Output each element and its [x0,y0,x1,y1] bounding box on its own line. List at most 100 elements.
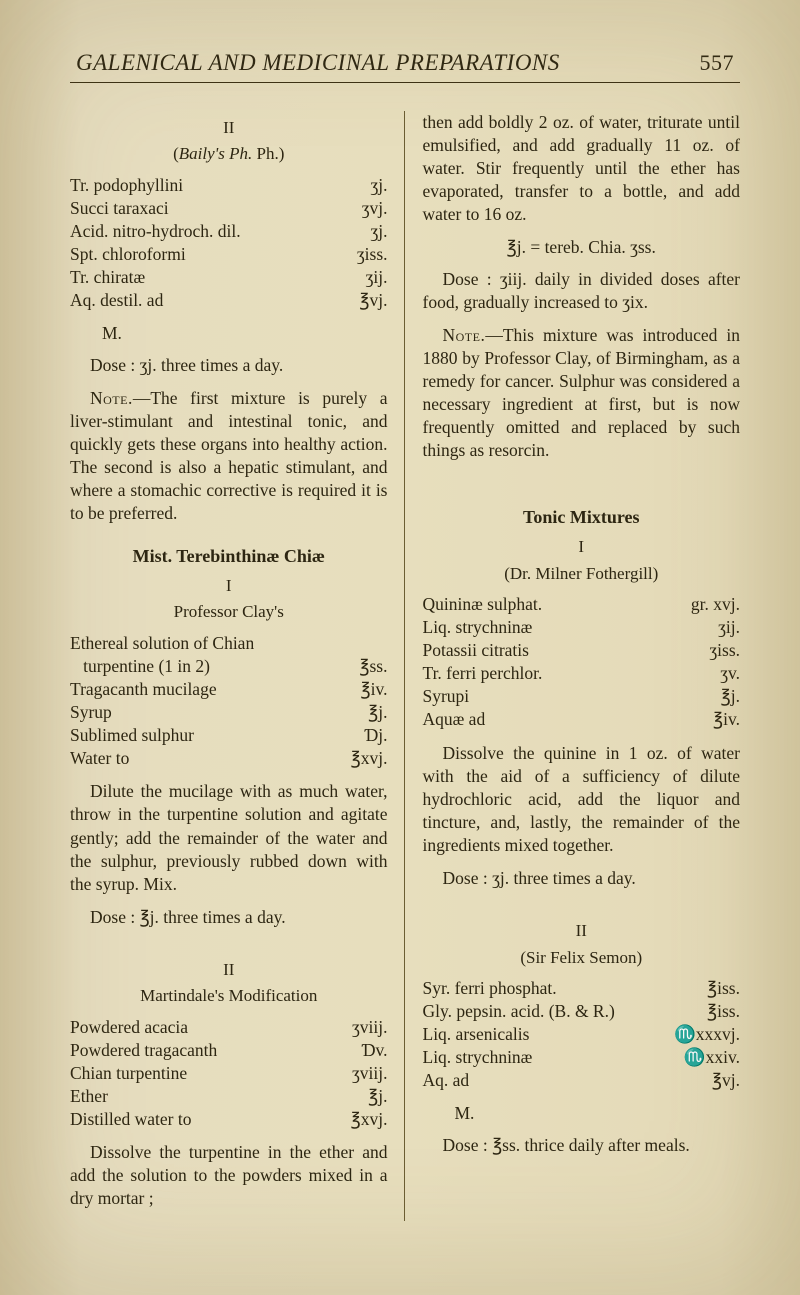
ingredient: Syr. ferri phosphat. [423,977,698,1000]
ingredient: Quininæ sulphat. [423,593,681,616]
note-label: Note. [443,325,486,345]
ingredient: Succi taraxaci [70,197,352,220]
amount: ʒviij. [342,1062,387,1085]
left-sub-paren: (Baily's Ph. Ph.) [70,143,388,165]
dose-text: Dose : ℥j. three times a day. [90,907,286,927]
page: GALENICAL AND MEDICINAL PREPARATIONS 557… [0,0,800,1295]
paren-ital: Baily's Ph. [179,144,253,163]
amount: ℥ss. [349,655,387,678]
amount: ʒiss. [347,243,388,266]
ingredient: Aq. ad [423,1069,702,1092]
right-para-1: then add boldly 2 oz. of water, triturat… [423,111,741,226]
amount: ℥j. [358,1085,387,1108]
recipe-row: Liq. arsenicalis♏xxxvj. [423,1023,741,1046]
recipe-row: Liq. strychninæʒij. [423,616,741,639]
amount: ʒvj. [352,197,388,220]
amount: ♏xxxvj. [664,1023,740,1046]
right-section-title: Tonic Mixtures [423,506,741,530]
left-sec1-sub: Professor Clay's [70,601,388,623]
right-sec-roman: I [423,536,741,558]
amount: ʒiss. [699,639,740,662]
recipe-row: Aq. destil. ad℥vj. [70,289,388,312]
ingredient: Aq. destil. ad [70,289,349,312]
left-recipe-1: Tr. podophylliniʒj. Succi taraxaciʒvj. A… [70,174,388,313]
recipe-row: Tr. podophylliniʒj. [70,174,388,197]
page-number: 557 [700,50,735,76]
amount: ℥iss. [697,977,740,1000]
amount: ℥j. [711,685,740,708]
recipe-row: Powdered acaciaʒviij. [70,1016,388,1039]
right-sec-sub: (Dr. Milner Fothergill) [423,563,741,585]
dose-text: Dose : ʒj. three times a day. [443,868,636,888]
column-right: then add boldly 2 oz. of water, triturat… [405,111,741,1221]
recipe-row: Chian turpentineʒviij. [70,1062,388,1085]
ingredient: Liq. strychninæ [423,1046,674,1069]
recipe-row: Tragacanth mucilage℥iv. [70,678,388,701]
amount: ℥j. [358,701,387,724]
ingredient: turpentine (1 in 2) [70,655,349,678]
amount: ℥xvj. [341,1108,388,1131]
amount: ℥iv. [351,678,388,701]
ingredient: Ether [70,1085,358,1108]
amount: ʒv. [710,662,740,685]
ingredient: Syrupi [423,685,711,708]
recipe-row: Quininæ sulphat.gr. xvj. [423,593,741,616]
right-para-2: Dissolve the quinine in 1 oz. of water w… [423,742,741,857]
note-body: —This mixture was introduced in 1880 by … [423,325,741,460]
dose-text: Dose : ʒiij. daily in divided doses afte… [423,269,741,312]
m-line: M. [70,322,388,345]
amount: ℥vj. [702,1069,740,1092]
ingredient: Ethereal solution of Chian [70,632,378,655]
left-sec2-roman: II [70,959,388,981]
paragraph-text: Dissolve the quinine in 1 oz. of water w… [423,743,741,855]
amount: ʒij. [356,266,388,289]
recipe-row: Syr. ferri phosphat.℥iss. [423,977,741,1000]
m-line: M. [423,1102,741,1125]
amount: Ɗj. [354,724,388,747]
left-sec1-roman: I [70,575,388,597]
ingredient: Syrup [70,701,358,724]
recipe-row: Acid. nitro-hydroch. dil.ʒj. [70,220,388,243]
text-columns: II (Baily's Ph. Ph.) Tr. podophylliniʒj.… [70,111,740,1221]
recipe-row: Potassii citratisʒiss. [423,639,741,662]
left-recipe-2: Ethereal solution of Chian turpentine (1… [70,632,388,771]
recipe-row: Liq. strychninæ♏xxiv. [423,1046,741,1069]
left-para-2: Dilute the mucilage with as much water, … [70,780,388,895]
recipe-row: turpentine (1 in 2)℥ss. [70,655,388,678]
amount: ʒij. [708,616,740,639]
recipe-row: Tr. chiratæʒij. [70,266,388,289]
left-section-1-title: Mist. Terebinthinæ Chiæ [70,545,388,569]
dose-text: Dose : ʒj. three times a day. [90,355,283,375]
ingredient: Tr. ferri perchlor. [423,662,711,685]
amount: ʒj. [360,174,387,197]
left-recipe-3: Powdered acaciaʒviij. Powdered tragacant… [70,1016,388,1131]
amount: ʒviij. [342,1016,387,1039]
ingredient: Liq. arsenicalis [423,1023,664,1046]
running-head-title: GALENICAL AND MEDICINAL PREPARATIONS [76,50,560,76]
right-recipe-2: Syr. ferri phosphat.℥iss. Gly. pepsin. a… [423,977,741,1092]
right-note-1: Note.—This mixture was introduced in 188… [423,324,741,463]
ingredient: Potassii citratis [423,639,700,662]
recipe-row: Syrup℥j. [70,701,388,724]
left-sub-roman: II [70,117,388,139]
ingredient: Powdered tragacanth [70,1039,351,1062]
ingredient: Sublimed sulphur [70,724,354,747]
right-dose-1: Dose : ʒiij. daily in divided doses afte… [423,268,741,314]
left-note-1: Note.—The first mixture is purely a live… [70,387,388,526]
column-left: II (Baily's Ph. Ph.) Tr. podophylliniʒj.… [70,111,405,1221]
recipe-row: Water to℥xvj. [70,747,388,770]
amount: ♏xxiv. [674,1046,740,1069]
recipe-row: Ether℥j. [70,1085,388,1108]
recipe-row: Gly. pepsin. acid. (B. & R.)℥iss. [423,1000,741,1023]
ingredient: Chian turpentine [70,1062,342,1085]
recipe-row: Tr. ferri perchlor.ʒv. [423,662,741,685]
amount: ℥iv. [703,708,740,731]
note-label: Note. [90,388,133,408]
ingredient: Gly. pepsin. acid. (B. & R.) [423,1000,698,1023]
recipe-row: Sublimed sulphurƊj. [70,724,388,747]
recipe-row: Succi taraxaciʒvj. [70,197,388,220]
recipe-row: Aq. ad℥vj. [423,1069,741,1092]
running-head: GALENICAL AND MEDICINAL PREPARATIONS 557 [70,50,740,83]
dose-text: Dose : ℥ss. thrice daily after meals. [443,1135,690,1155]
left-dose-1: Dose : ʒj. three times a day. [70,354,388,377]
